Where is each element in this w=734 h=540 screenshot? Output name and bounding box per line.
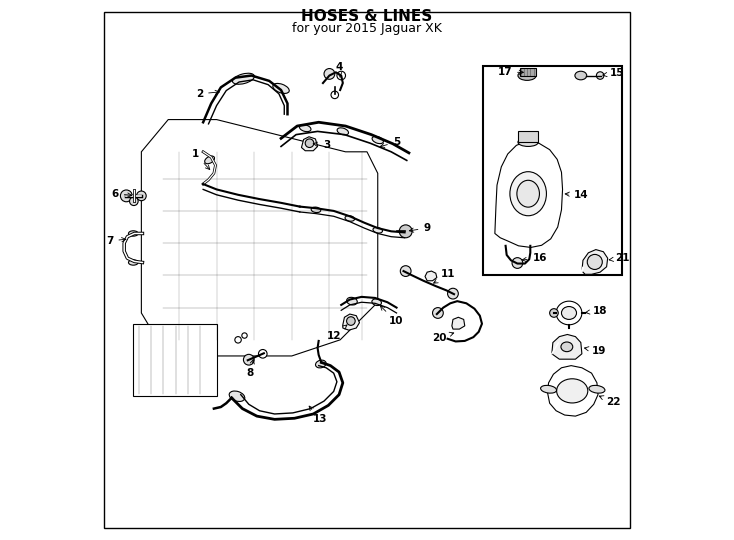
Ellipse shape	[510, 172, 546, 216]
Text: 2: 2	[196, 89, 219, 99]
Text: HOSES & LINES: HOSES & LINES	[302, 9, 432, 24]
Ellipse shape	[517, 180, 539, 207]
Ellipse shape	[556, 379, 588, 403]
Ellipse shape	[540, 386, 556, 393]
Ellipse shape	[345, 215, 355, 221]
Circle shape	[432, 308, 443, 319]
Text: for your 2015 Jaguar XK: for your 2015 Jaguar XK	[292, 22, 442, 35]
Text: 1: 1	[192, 150, 210, 170]
Circle shape	[337, 71, 346, 80]
Text: 9: 9	[410, 223, 431, 233]
Text: 4: 4	[335, 62, 343, 77]
Text: 15: 15	[603, 69, 625, 78]
Ellipse shape	[589, 386, 605, 393]
Text: 6: 6	[112, 188, 132, 199]
Ellipse shape	[311, 207, 321, 213]
Text: 16: 16	[522, 253, 547, 263]
Text: 18: 18	[586, 306, 607, 316]
Bar	[518, 131, 538, 142]
Text: 22: 22	[599, 396, 621, 407]
Circle shape	[305, 139, 314, 147]
Text: 14: 14	[565, 190, 589, 200]
Ellipse shape	[562, 307, 576, 320]
Bar	[520, 68, 536, 76]
Polygon shape	[452, 318, 465, 329]
Circle shape	[550, 309, 559, 318]
Ellipse shape	[233, 73, 255, 84]
Circle shape	[120, 190, 132, 202]
Polygon shape	[302, 137, 318, 151]
Polygon shape	[343, 314, 360, 330]
Ellipse shape	[205, 156, 214, 164]
Circle shape	[137, 191, 146, 201]
Bar	[134, 323, 217, 396]
Text: 3: 3	[313, 140, 330, 150]
Polygon shape	[552, 334, 582, 359]
Ellipse shape	[337, 128, 349, 135]
Circle shape	[399, 225, 412, 238]
Circle shape	[587, 254, 603, 269]
Text: 7: 7	[106, 236, 126, 246]
Ellipse shape	[273, 83, 289, 93]
Polygon shape	[495, 141, 562, 247]
Circle shape	[244, 354, 254, 365]
Ellipse shape	[556, 301, 582, 325]
Circle shape	[235, 336, 241, 343]
Circle shape	[597, 72, 604, 79]
Text: 21: 21	[609, 253, 630, 263]
Circle shape	[129, 197, 138, 206]
Ellipse shape	[346, 298, 357, 305]
Text: 13: 13	[309, 406, 327, 424]
Text: 17: 17	[498, 68, 523, 77]
Ellipse shape	[575, 71, 586, 80]
Ellipse shape	[561, 342, 573, 352]
Ellipse shape	[372, 299, 382, 306]
Circle shape	[448, 288, 458, 299]
Text: 10: 10	[380, 306, 403, 326]
Ellipse shape	[128, 260, 138, 265]
Ellipse shape	[372, 137, 383, 144]
Ellipse shape	[518, 71, 537, 80]
Text: 12: 12	[327, 325, 347, 341]
Circle shape	[331, 91, 338, 99]
Ellipse shape	[299, 125, 311, 132]
Text: 20: 20	[432, 332, 454, 343]
Polygon shape	[548, 366, 598, 416]
Ellipse shape	[518, 138, 538, 146]
Circle shape	[346, 317, 355, 325]
Circle shape	[258, 349, 267, 358]
Circle shape	[400, 266, 411, 276]
Text: 11: 11	[434, 269, 456, 283]
Polygon shape	[425, 271, 437, 281]
Circle shape	[241, 333, 247, 338]
Text: 5: 5	[380, 137, 400, 147]
Circle shape	[324, 69, 335, 79]
Text: 19: 19	[584, 346, 606, 355]
Ellipse shape	[229, 391, 245, 401]
Polygon shape	[142, 119, 378, 356]
Polygon shape	[582, 249, 608, 274]
Ellipse shape	[128, 231, 138, 236]
Ellipse shape	[316, 360, 326, 368]
Text: 8: 8	[247, 360, 254, 378]
Ellipse shape	[373, 227, 382, 233]
Bar	[482, 66, 622, 275]
Circle shape	[512, 258, 523, 268]
